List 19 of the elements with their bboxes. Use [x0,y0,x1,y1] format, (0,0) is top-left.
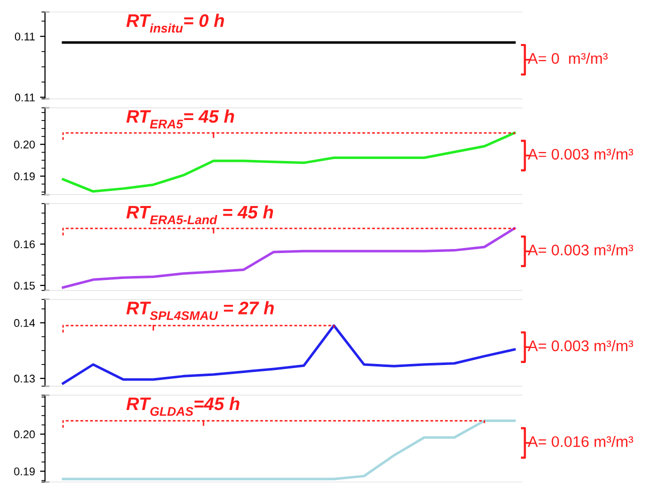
y-tick-label: 0.20 [14,430,35,438]
line-series [62,227,516,289]
text: A= 0.016 m³/m³ [528,436,634,448]
y-tick-label: 0.19 [14,468,35,476]
text: A= 0.003 m³/m³ [528,340,634,352]
text: A= 0 m³/m³ [528,52,608,64]
y-tick-label: 0.15 [14,282,35,290]
line-series [62,420,516,480]
y-tick-label: 0.20 [14,140,35,148]
y-tick-label: 0.11 [14,32,35,40]
line-series [62,324,516,385]
line-series [62,132,516,193]
y-tick-label: 0.19 [14,172,35,180]
text: A= 0.003 m³/m³ [528,244,634,256]
y-tick-label: 0.16 [14,240,35,248]
y-tick-label: 0.11 [14,94,35,102]
y-tick-label: 0.14 [14,319,35,327]
y-tick-label: 0.13 [14,374,35,383]
text: A= 0.003 m³/m³ [528,148,634,160]
